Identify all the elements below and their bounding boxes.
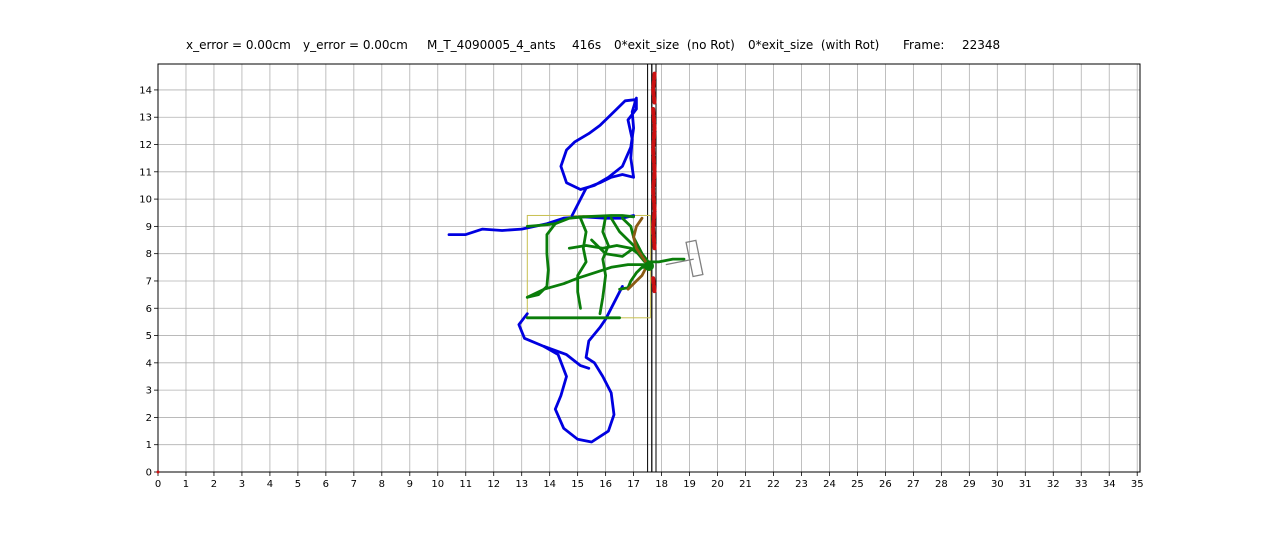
x-tick-label: 14 <box>543 479 556 490</box>
x-tick-label: 2 <box>211 479 217 490</box>
x-tick-label: 4 <box>267 479 273 490</box>
x-tick-label: 27 <box>907 479 920 490</box>
x-tick-label: 16 <box>599 479 612 490</box>
y-tick-label: 14 <box>139 85 152 96</box>
x-tick-label: 29 <box>963 479 976 490</box>
y-tick-label: 1 <box>146 440 152 451</box>
y-tick-label: 6 <box>146 304 152 315</box>
y-tick-label: 10 <box>139 195 152 206</box>
x-tick-label: 33 <box>1075 479 1088 490</box>
trajectory-blue <box>559 96 638 217</box>
x-tick-label: 5 <box>295 479 301 490</box>
trajectory-red <box>651 107 657 251</box>
trajectory-green <box>525 214 635 228</box>
trajectory-brown <box>626 216 649 291</box>
x-tick-label: 3 <box>239 479 245 490</box>
y-tick-label: 13 <box>139 113 152 124</box>
x-tick-label: 9 <box>407 479 413 490</box>
trajectory-blue <box>517 284 624 444</box>
x-tick-label: 28 <box>935 479 948 490</box>
y-tick-label: 4 <box>146 358 152 369</box>
x-tick-label: 22 <box>767 479 780 490</box>
y-tick-label: 3 <box>146 386 152 397</box>
x-tick-label: 12 <box>487 479 500 490</box>
x-tick-label: 30 <box>991 479 1004 490</box>
x-tick-label: 24 <box>823 479 836 490</box>
trajectory-green <box>598 215 610 316</box>
trajectory-green <box>525 263 647 299</box>
x-tick-label: 26 <box>879 479 892 490</box>
x-tick-label: 25 <box>851 479 864 490</box>
x-tick-label: 6 <box>323 479 329 490</box>
axes-frame <box>157 63 1141 473</box>
trajectory-green <box>590 238 686 264</box>
x-tick-label: 11 <box>459 479 472 490</box>
origin-marker <box>156 470 160 474</box>
trajectory-red <box>651 71 657 106</box>
y-tick-label: 12 <box>139 140 152 151</box>
x-tick-label: 32 <box>1047 479 1060 490</box>
duration-label: 416s <box>572 38 602 52</box>
x-tick-label: 8 <box>379 479 385 490</box>
experiment-name: M_T_4090005_4_ants <box>427 38 556 52</box>
x-tick-label: 10 <box>431 479 444 490</box>
x-tick-label: 31 <box>1019 479 1032 490</box>
frame-label: Frame: <box>903 38 945 52</box>
trajectory-red <box>651 276 657 294</box>
load-stem <box>665 258 694 266</box>
frame-value: 22348 <box>962 38 1001 52</box>
exit-size-no-rot-label: 0*exit_size (no Rot) <box>614 38 735 52</box>
y-tick-label: 9 <box>146 222 152 233</box>
y-tick-label: 11 <box>139 167 152 178</box>
y-tick-label: 5 <box>146 331 152 342</box>
x-tick-label: 34 <box>1103 479 1116 490</box>
y-tick-label: 0 <box>146 468 152 479</box>
load-anchor <box>644 260 654 271</box>
x-tick-label: 7 <box>351 479 357 490</box>
exit-size-with-rot-label: 0*exit_size (with Rot) <box>748 38 880 52</box>
y-tick-label: 8 <box>146 249 152 260</box>
y-error-label: y_error = 0.00cm <box>303 38 408 52</box>
x-tick-label: 13 <box>515 479 528 490</box>
trajectory-blue <box>542 345 591 370</box>
trajectory-green <box>576 216 588 310</box>
x-tick-label: 20 <box>711 479 724 490</box>
load-shape <box>685 239 704 278</box>
y-tick-label: 7 <box>146 276 152 287</box>
trajectory-green <box>618 265 652 291</box>
x-tick-label: 0 <box>155 479 161 490</box>
x-tick-label: 1 <box>183 479 189 490</box>
x-tick-label: 19 <box>683 479 696 490</box>
x-tick-label: 17 <box>627 479 640 490</box>
x-tick-label: 18 <box>655 479 668 490</box>
x-tick-label: 15 <box>571 479 584 490</box>
x-tick-label: 21 <box>739 479 752 490</box>
y-tick-label: 2 <box>146 413 152 424</box>
x-tick-label: 23 <box>795 479 808 490</box>
trajectory-green <box>609 216 652 267</box>
x-error-label: x_error = 0.00cm <box>186 38 291 52</box>
x-tick-label: 35 <box>1131 479 1144 490</box>
plot-title: x_error = 0.00cm y_error = 0.00cm M_T_40… <box>0 38 1268 56</box>
trajectory-green <box>525 222 557 299</box>
